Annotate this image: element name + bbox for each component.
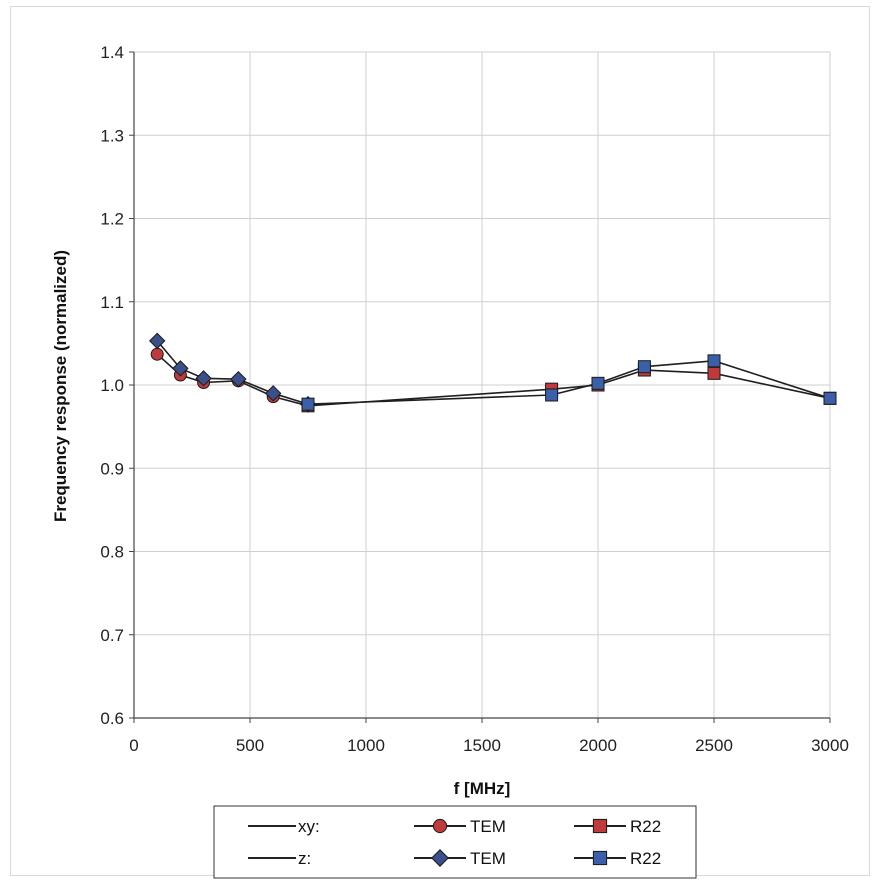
x-tick-label: 500 — [236, 736, 264, 755]
x-axis-title: f [MHz] — [454, 779, 511, 798]
legend-marker — [431, 849, 449, 867]
series-2-point — [172, 360, 189, 377]
series-2-point — [264, 385, 282, 402]
legend-row-z-label: z: — [298, 849, 311, 868]
series-3-point — [301, 397, 315, 411]
series-3-point — [637, 360, 651, 374]
x-tick-label: 0 — [129, 736, 138, 755]
legend: xy: z: TEM R22 TEM R22 — [213, 805, 697, 879]
axes: 0 500 1000 1500 2000 2500 3000 0.6 0.7 0.8 0.9 1.0 1… — [100, 43, 849, 755]
grid — [134, 51, 831, 718]
legend-entry-label: R22 — [630, 849, 661, 868]
x-tick-label: 2000 — [579, 736, 617, 755]
series-1-point — [707, 366, 721, 380]
y-tick-label: 1.1 — [100, 293, 124, 312]
legend-entry-label: TEM — [470, 817, 506, 836]
x-tick-label: 1500 — [463, 736, 501, 755]
legend-row-xy-label: xy: — [298, 817, 320, 836]
series-2-point — [148, 332, 166, 350]
x-tick-label: 3000 — [811, 736, 849, 755]
y-tick-label: 0.9 — [100, 459, 124, 478]
series-layer — [148, 332, 837, 413]
series-3-point — [707, 354, 721, 368]
series-2-point — [195, 370, 212, 387]
y-tick-label: 1.3 — [100, 126, 124, 145]
series-line-1 — [307, 369, 831, 407]
y-tick-label: 1.2 — [100, 210, 124, 229]
series-line-3 — [307, 360, 831, 405]
series-2-point — [230, 370, 247, 388]
y-tick-label: 0.8 — [100, 543, 124, 562]
series-3-point — [591, 376, 605, 390]
legend-entry-label: R22 — [630, 817, 661, 836]
chart-frame — [10, 6, 870, 876]
legend-entry-label: TEM — [470, 849, 506, 868]
legend-marker — [592, 850, 608, 866]
legend-marker — [432, 818, 448, 834]
series-0-point — [150, 347, 164, 361]
x-tick-label: 2500 — [695, 736, 733, 755]
y-tick-label: 0.6 — [100, 709, 124, 728]
y-tick-label: 1.4 — [100, 43, 124, 62]
y-tick-label: 0.7 — [100, 626, 124, 645]
x-tick-label: 1000 — [347, 736, 385, 755]
y-tick-label: 1.0 — [100, 376, 124, 395]
y-axis-title: Frequency response (normalized) — [51, 250, 70, 522]
series-3-point — [823, 391, 837, 405]
legend-marker — [592, 818, 608, 834]
series-3-point — [545, 388, 559, 402]
